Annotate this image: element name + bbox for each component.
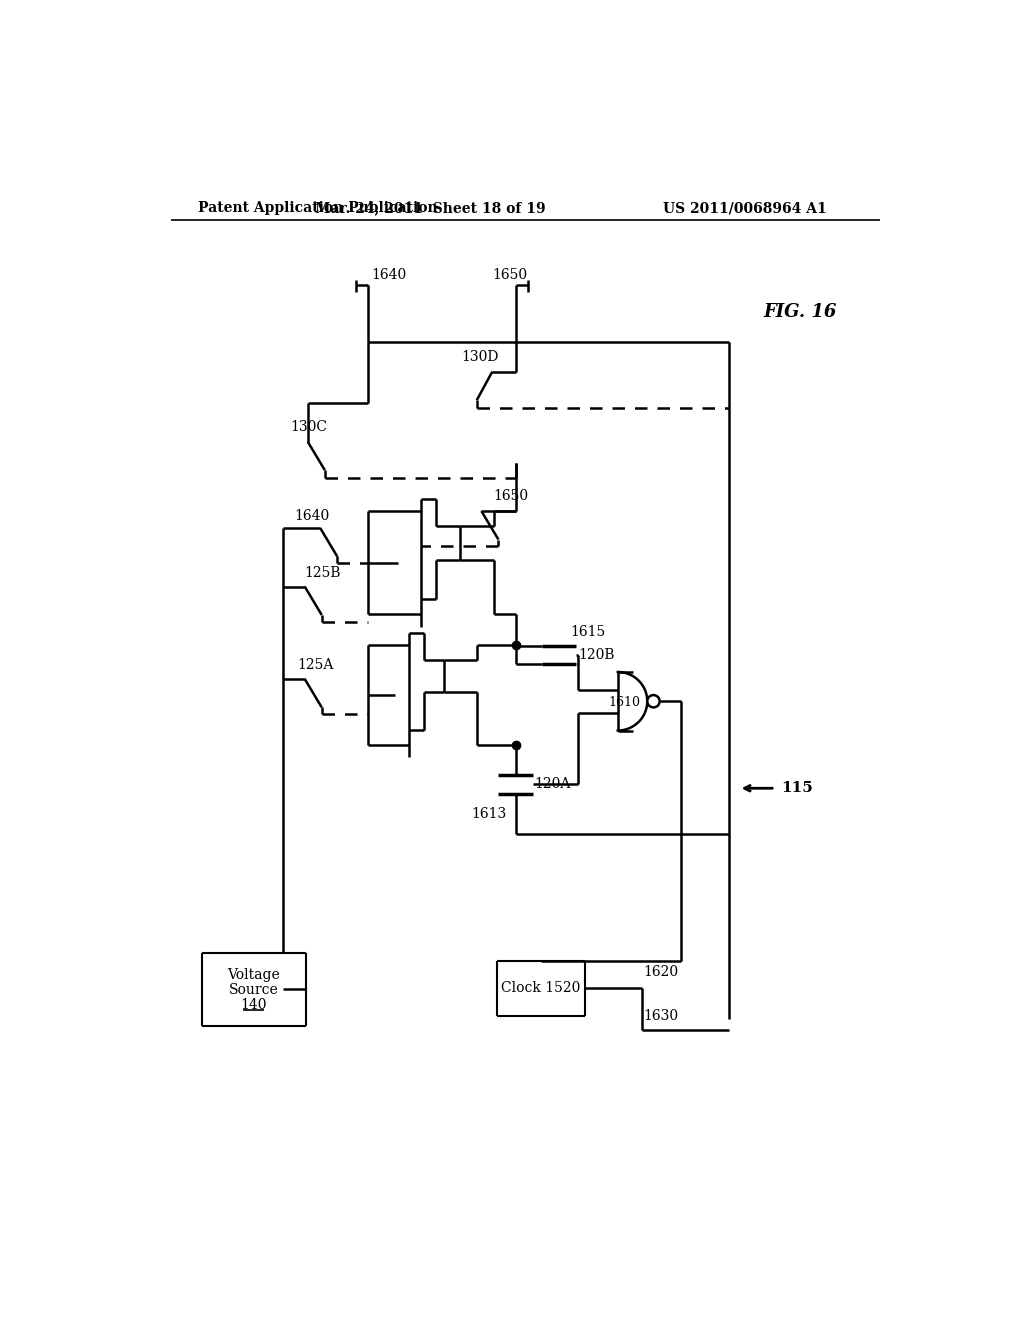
Text: Mar. 24, 2011  Sheet 18 of 19: Mar. 24, 2011 Sheet 18 of 19 <box>315 202 546 215</box>
Text: Patent Application Publication: Patent Application Publication <box>198 202 437 215</box>
Text: 1610: 1610 <box>608 696 640 709</box>
Text: 1640: 1640 <box>372 268 407 282</box>
Text: 1620: 1620 <box>643 965 679 978</box>
Text: Source: Source <box>228 983 279 997</box>
Text: Clock 1520: Clock 1520 <box>502 982 581 995</box>
Text: 1615: 1615 <box>570 624 606 639</box>
Text: 140: 140 <box>241 998 267 1012</box>
Text: 120B: 120B <box>579 648 614 663</box>
Text: 1650: 1650 <box>493 488 528 503</box>
Text: 125B: 125B <box>305 566 341 579</box>
Text: 1650: 1650 <box>493 268 527 282</box>
Text: US 2011/0068964 A1: US 2011/0068964 A1 <box>663 202 826 215</box>
Text: 130C: 130C <box>291 420 328 434</box>
Text: 125A: 125A <box>297 659 334 672</box>
Text: 130D: 130D <box>461 350 499 364</box>
Text: 115: 115 <box>781 781 813 795</box>
Text: Voltage: Voltage <box>227 968 280 982</box>
Text: 1640: 1640 <box>295 508 330 523</box>
Text: FIG. 16: FIG. 16 <box>764 304 837 321</box>
Text: 1613: 1613 <box>471 807 506 821</box>
Circle shape <box>647 696 659 708</box>
Text: 1630: 1630 <box>643 1010 679 1023</box>
Text: 120A: 120A <box>535 777 570 792</box>
